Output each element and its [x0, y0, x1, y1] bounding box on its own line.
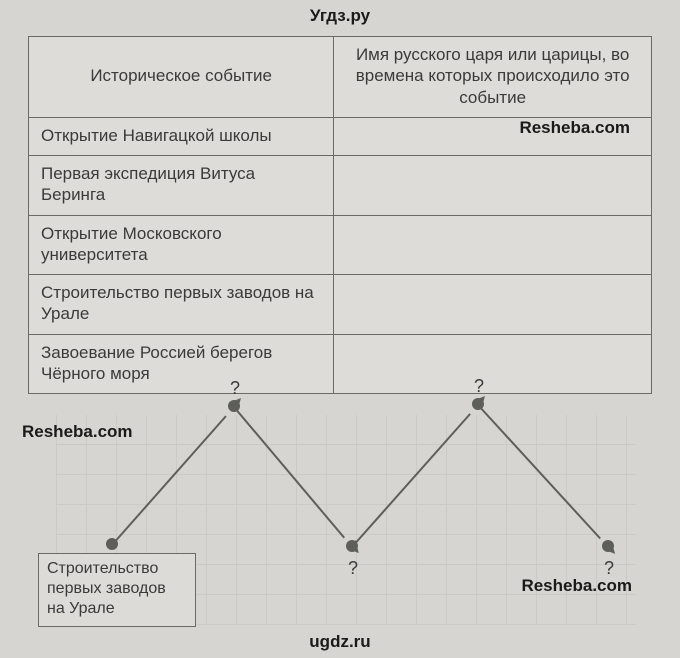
diagram-edge [351, 413, 471, 547]
header-col1: Историческое событие [29, 37, 334, 118]
cell-answer [334, 215, 652, 275]
cell-event: Открытие Навигацкой школы [29, 117, 334, 155]
cell-answer [334, 156, 652, 216]
brand-watermark-table: Resheba.com [519, 118, 630, 138]
question-mark: ? [604, 558, 614, 579]
table-row: Строительство первых заводов на Урале [29, 275, 652, 335]
question-mark: ? [474, 376, 484, 397]
history-table-wrap: Историческое событие Имя русского царя и… [28, 36, 652, 394]
bottom-watermark: ugdz.ru [0, 632, 680, 652]
cell-event: Открытие Московского университета [29, 215, 334, 275]
cell-answer [334, 275, 652, 335]
history-table: Историческое событие Имя русского царя и… [28, 36, 652, 394]
question-mark: ? [348, 558, 358, 579]
table-row: Открытие Московского университета [29, 215, 652, 275]
header-col2: Имя русского царя или царицы, во времена… [334, 37, 652, 118]
cell-event: Первая экспедиция Витуса Беринга [29, 156, 334, 216]
start-label-box: Строительство первых заводов на Урале [38, 553, 196, 627]
cell-event: Строительство первых заводов на Урале [29, 275, 334, 335]
question-mark: ? [230, 378, 240, 399]
diagram-edge [477, 404, 600, 538]
diagram-edge [233, 406, 345, 538]
brand-watermark-left: Resheba.com [22, 422, 133, 442]
diagram-node [602, 540, 614, 552]
diagram-node [346, 540, 358, 552]
top-watermark: Угдз.ру [0, 0, 680, 26]
table-header-row: Историческое событие Имя русского царя и… [29, 37, 652, 118]
diagram-node [472, 398, 484, 410]
diagram-node [228, 400, 240, 412]
zigzag-diagram: Resheba.com Resheba.com Строительство пе… [0, 346, 680, 626]
table-row: Первая экспедиция Витуса Беринга [29, 156, 652, 216]
brand-watermark-right: Resheba.com [521, 576, 632, 596]
diagram-node [106, 538, 118, 550]
